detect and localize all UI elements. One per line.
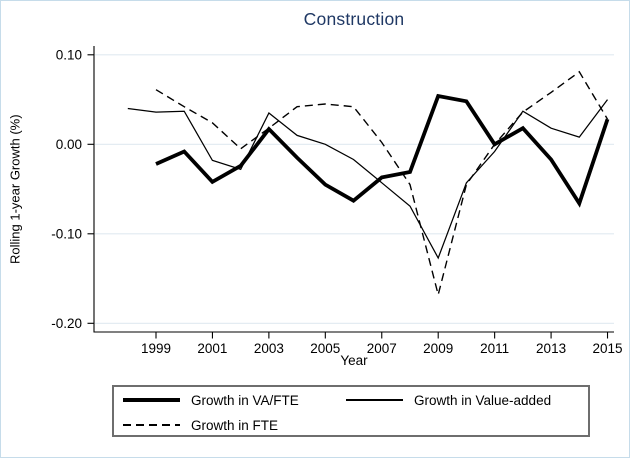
y-tick-label: -0.10 xyxy=(51,227,82,242)
x-tick-label: 1999 xyxy=(141,341,171,356)
x-tick-label: 2007 xyxy=(367,341,397,356)
x-tick-label: 2009 xyxy=(423,341,453,356)
legend-item-va-fte: Growth in VA/FTE xyxy=(123,389,299,411)
x-tick-label: 2005 xyxy=(310,341,340,356)
x-tick-label: 2001 xyxy=(197,341,227,356)
legend-label: Growth in FTE xyxy=(191,417,279,433)
series-line-growth-in-va-fte xyxy=(155,93,610,208)
legend-line-sample-dashed xyxy=(123,424,180,426)
legend: Growth in VA/FTE Growth in Value-added G… xyxy=(112,385,590,437)
x-axis-title: Year xyxy=(340,353,368,368)
y-tick-label: 0.00 xyxy=(56,137,82,152)
y-tick-label: -0.20 xyxy=(51,316,82,331)
legend-item-value-added: Growth in Value-added xyxy=(346,389,551,411)
legend-item-fte: Growth in FTE xyxy=(123,414,278,436)
legend-label: Growth in VA/FTE xyxy=(191,392,299,408)
legend-label: Growth in Value-added xyxy=(414,392,552,408)
y-tick-label: 0.10 xyxy=(56,48,82,63)
chart-title: Construction xyxy=(303,9,405,29)
x-tick-label: 2015 xyxy=(592,341,622,356)
x-tick-label: 2013 xyxy=(536,341,566,356)
x-tick-label: 2003 xyxy=(254,341,284,356)
legend-line-sample-thick xyxy=(123,398,180,402)
series-line-growth-in-fte xyxy=(155,70,609,295)
x-tick-label: 2011 xyxy=(480,341,509,356)
y-axis-title: Rolling 1-year Growth (%) xyxy=(7,114,23,264)
legend-line-sample-thin xyxy=(346,399,403,401)
series-line-growth-in-value-added xyxy=(127,99,608,260)
